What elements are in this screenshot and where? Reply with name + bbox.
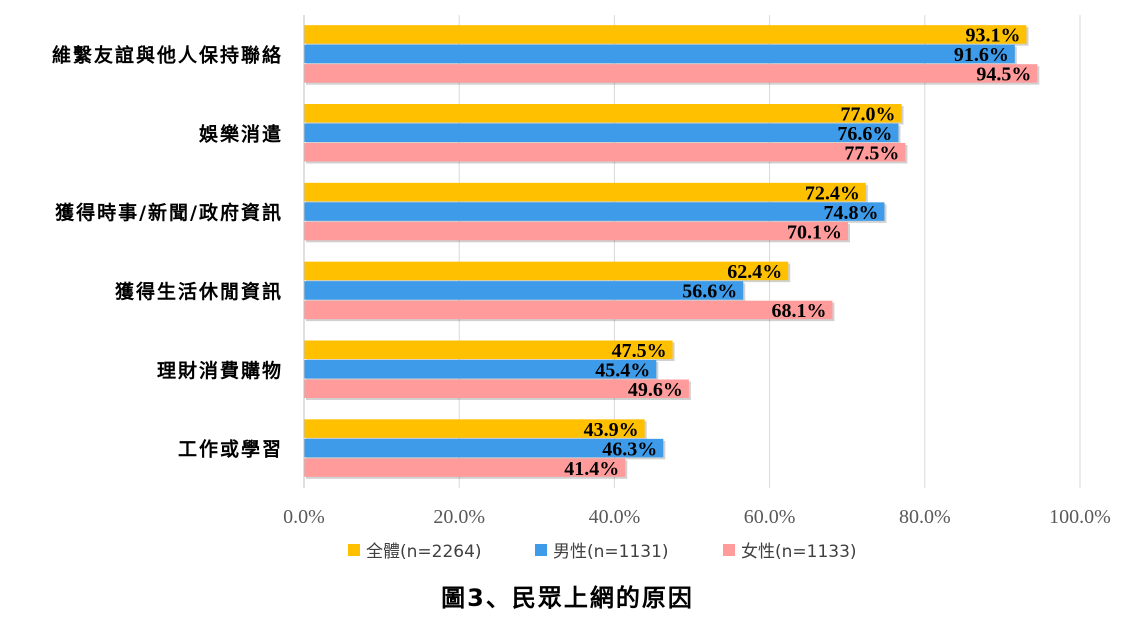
x-tick-label: 40.0% [589,506,641,528]
data-label: 77.5% [844,143,899,165]
data-label: 91.6% [954,44,1009,66]
x-tick-label: 60.0% [744,506,796,528]
x-tick-label: 80.0% [899,506,951,528]
legend-swatch [348,544,360,556]
x-tick-label: 0.0% [283,506,325,528]
bar [304,379,689,398]
data-label: 77.0% [841,104,896,126]
bar [304,300,833,320]
data-label: 47.5% [612,340,667,362]
data-label: 46.3% [602,438,657,460]
data-label: 93.1% [965,25,1020,47]
data-label: 45.4% [595,360,650,382]
category-label: 工作或學習 [178,438,283,461]
data-label: 49.6% [628,379,683,401]
bar [304,281,744,300]
bar [304,419,645,438]
bar [304,360,657,379]
bar [304,261,789,281]
bar [304,104,902,123]
legend-swatch [723,544,735,556]
bar [304,221,848,241]
category-label: 維繫友誼與他人保持聯絡 [52,43,283,66]
legend-label: 全體(n=2264) [366,542,482,562]
bar [304,458,626,477]
bar [304,143,906,162]
data-label: 62.4% [727,261,782,283]
data-label: 70.1% [787,221,842,243]
category-label: 娛樂消遣 [198,122,283,145]
x-tick-label: 100.0% [1049,506,1111,528]
category-label: 獲得生活休閒資訊 [115,280,283,303]
data-label: 76.6% [837,123,892,145]
data-label: 94.5% [976,64,1031,86]
legend-label: 男性(n=1131) [553,542,669,562]
legend-label: 女性(n=1133) [741,542,857,562]
figure-caption: 圖3、民眾上網的原因 [441,584,694,612]
data-label: 41.4% [564,458,619,480]
bar-chart: 0.0% 20.0% 40.0% 60.0% 80.0% 100.0% 維繫友誼與他人保持聯… [52,15,1111,562]
bar [304,182,866,202]
bar [304,25,1027,44]
data-label: 43.9% [584,419,639,441]
category-label: 理財消費購物 [157,359,283,382]
legend-swatch [535,544,547,556]
data-label: 72.4% [805,182,860,204]
bar [304,123,899,142]
data-label: 56.6% [682,281,737,303]
bar [304,438,664,458]
bar [304,44,1015,64]
x-tick-label: 20.0% [433,506,485,528]
bar [304,340,673,359]
data-label: 74.8% [823,202,878,224]
category-label: 獲得時事/新聞/政府資訊 [55,201,283,224]
bar [304,202,885,221]
bar [304,64,1038,83]
data-label: 68.1% [771,300,826,322]
